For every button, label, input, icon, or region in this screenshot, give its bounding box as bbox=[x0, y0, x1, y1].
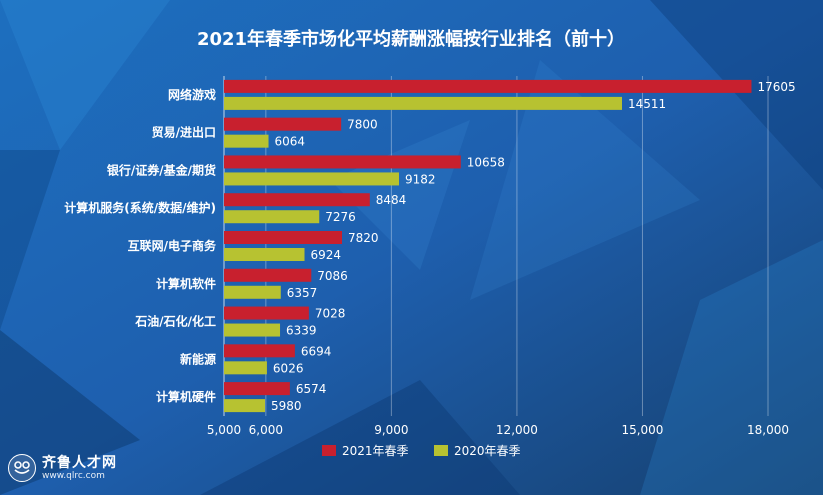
bar bbox=[224, 306, 309, 320]
bar-value-label: 6574 bbox=[296, 382, 327, 396]
x-tick-label: 9,000 bbox=[374, 423, 408, 437]
bar-value-label: 6357 bbox=[287, 286, 318, 300]
bar bbox=[224, 323, 281, 337]
bar bbox=[224, 361, 267, 375]
bar-value-label: 7028 bbox=[315, 307, 346, 321]
bar bbox=[224, 231, 343, 244]
category-label: 新能源 bbox=[180, 351, 216, 366]
bar-series: 17605 14511 7800 6064 10658 9182 8484 7276 7820 6… bbox=[224, 79, 796, 413]
bar-value-label: 7800 bbox=[347, 118, 378, 132]
bar bbox=[224, 268, 312, 282]
bar-value-label: 7276 bbox=[325, 210, 356, 224]
category-label: 计算机硬件 bbox=[156, 389, 216, 404]
bar bbox=[224, 210, 320, 224]
category-label: 银行/证券/基金/期货 bbox=[107, 162, 216, 177]
bar-value-label: 6064 bbox=[275, 135, 306, 149]
bar-value-label: 6924 bbox=[311, 248, 342, 262]
bar bbox=[224, 134, 269, 148]
category-label: 互联网/电子商务 bbox=[128, 238, 217, 253]
x-tick-label: 15,000 bbox=[621, 423, 663, 437]
bar-value-label: 6339 bbox=[286, 324, 317, 338]
bar-value-label: 5980 bbox=[271, 399, 302, 413]
bar bbox=[224, 193, 370, 207]
x-tick-label: 5,000 bbox=[207, 423, 241, 437]
bar bbox=[224, 399, 266, 413]
legend-label: 2020年春季 bbox=[454, 444, 521, 458]
x-tick-label: 12,000 bbox=[496, 423, 538, 437]
bar-value-label: 10658 bbox=[467, 155, 505, 169]
category-label: 计算机软件 bbox=[156, 276, 216, 291]
category-label: 网络游戏 bbox=[168, 87, 216, 102]
bar bbox=[224, 117, 342, 131]
gridlines bbox=[223, 76, 769, 416]
legend: 2021年春季 2020年春季 bbox=[322, 444, 521, 458]
bar-value-label: 7086 bbox=[317, 269, 348, 283]
x-tick-label: 18,000 bbox=[747, 423, 789, 437]
watermark-name: 齐鲁人才网 bbox=[42, 454, 117, 471]
bar-value-label: 17605 bbox=[757, 80, 795, 94]
bar bbox=[224, 285, 281, 299]
category-label: 贸易/进出口 bbox=[152, 125, 216, 140]
bar bbox=[224, 172, 400, 186]
chart-title: 2021年春季市场化平均薪酬涨幅按行业排名（前十） bbox=[197, 28, 625, 50]
legend-label: 2021年春季 bbox=[342, 444, 409, 458]
bar bbox=[224, 96, 622, 110]
bar-value-label: 7820 bbox=[348, 231, 379, 245]
legend-swatch bbox=[434, 445, 448, 456]
x-tick-label: 6,000 bbox=[249, 423, 283, 437]
bar-value-label: 8484 bbox=[376, 193, 407, 207]
watermark-logo: 齐鲁人才网 www.qlrc.com bbox=[8, 454, 117, 482]
category-label: 石油/石化/化工 bbox=[134, 314, 216, 329]
watermark-url: www.qlrc.com bbox=[42, 470, 105, 481]
bar bbox=[224, 79, 752, 93]
bar bbox=[224, 382, 290, 396]
category-label: 计算机服务(系统/数据/维护) bbox=[64, 200, 216, 215]
legend-swatch bbox=[322, 445, 336, 456]
bar-value-label: 9182 bbox=[405, 172, 436, 186]
x-axis-ticks: 5,000 6,000 9,000 12,000 15,000 18,000 bbox=[207, 423, 789, 437]
bar bbox=[224, 155, 461, 169]
bar bbox=[224, 248, 305, 261]
bar-value-label: 14511 bbox=[628, 97, 666, 111]
frog-logo-icon bbox=[8, 454, 36, 482]
bar-value-label: 6694 bbox=[301, 344, 332, 358]
bar-value-label: 6026 bbox=[273, 361, 304, 375]
bar bbox=[224, 344, 295, 358]
